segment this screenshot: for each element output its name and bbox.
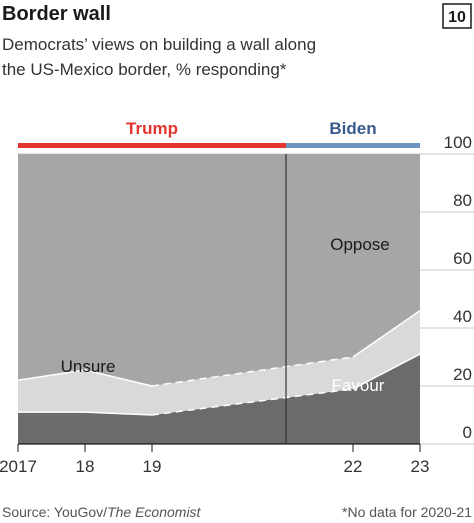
chart-number: 10	[448, 9, 466, 26]
y-tick-label: 40	[453, 307, 472, 326]
x-tick-label: 22	[344, 457, 363, 476]
x-tick-label: 23	[411, 457, 430, 476]
chart-number-box	[442, 3, 472, 29]
boundary-line	[352, 309, 421, 358]
boundary-line	[17, 369, 86, 381]
series-label: Favour	[332, 376, 385, 395]
boundary-line	[84, 411, 153, 416]
source: Source: YouGov/The Economist	[2, 504, 202, 520]
source-prefix: Source: YouGov/	[2, 504, 107, 520]
y-tick-label: 80	[453, 191, 472, 210]
x-tick-label: 18	[76, 457, 95, 476]
subtitle: the US-Mexico border, % responding*	[2, 60, 287, 79]
y-tick-label: 0	[463, 423, 472, 442]
area	[18, 310, 420, 415]
area	[18, 354, 420, 444]
x-tick-label: 2017	[0, 457, 37, 476]
boundary-line	[151, 356, 354, 387]
boundary-line	[151, 388, 354, 416]
period-bar	[18, 143, 286, 148]
x-tick-label: 19	[143, 457, 162, 476]
y-tick-label: 100	[444, 133, 472, 152]
y-tick-label: 20	[453, 365, 472, 384]
chart-title: Border wall	[2, 3, 111, 25]
boundary-line	[352, 353, 421, 390]
footnote: *No data for 2020-21	[342, 504, 472, 520]
period-label: Trump	[126, 119, 178, 138]
y-tick-label: 60	[453, 249, 472, 268]
subtitle: Democrats’ views on building a wall alon…	[2, 35, 316, 54]
series-label: Unsure	[61, 357, 116, 376]
source-publication: The Economist	[107, 504, 201, 520]
area	[18, 154, 420, 386]
period-bar	[286, 143, 420, 148]
boundary-line	[84, 369, 153, 387]
series-label: Oppose	[330, 235, 390, 254]
period-label: Biden	[329, 119, 376, 138]
